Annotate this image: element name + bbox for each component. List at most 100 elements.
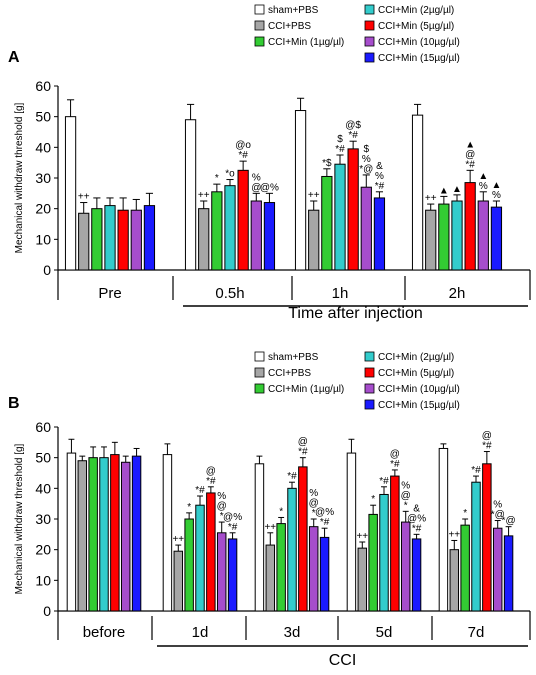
- category-label: 7d: [468, 624, 485, 641]
- bar-annotation: *#: [206, 476, 216, 487]
- bar-annotation: $: [337, 134, 343, 145]
- panel-letter: A: [8, 49, 20, 66]
- bar: [308, 209, 320, 271]
- bar-annotation: %: [362, 154, 371, 165]
- bar: [211, 191, 223, 271]
- bar: [91, 208, 103, 271]
- bar: [373, 197, 386, 271]
- bar-annotation: ▲: [465, 139, 475, 150]
- legend-swatch: [364, 351, 375, 362]
- bar-annotation: %: [217, 491, 226, 502]
- legend-item: CCI+Min (2µg/µl): [364, 4, 454, 16]
- y-tick-label: 60: [35, 78, 51, 94]
- legend-swatch: [364, 52, 375, 63]
- bar: [477, 200, 489, 271]
- bar-annotation: *#: [298, 447, 308, 458]
- y-tick-label: 0: [43, 262, 51, 278]
- category-label: 2h: [449, 285, 466, 302]
- bar-annotation: *#: [412, 523, 422, 534]
- bar: [130, 209, 142, 271]
- category-label: Pre: [98, 285, 121, 302]
- legend-label: CCI+Min (2µg/µl): [378, 352, 454, 363]
- bar: [276, 523, 286, 612]
- bar: [117, 209, 129, 271]
- category-label: 3d: [284, 624, 301, 641]
- legend-item: sham+PBS: [254, 351, 319, 363]
- bar: [346, 452, 357, 612]
- bar: [143, 205, 156, 271]
- bar: [287, 487, 297, 612]
- bar-annotation: ▲: [452, 184, 462, 195]
- legend-item: CCI+Min (15µg/µl): [364, 399, 460, 411]
- bar-annotation: ++: [264, 522, 276, 533]
- legend-label: sham+PBS: [268, 5, 319, 16]
- legend-label: sham+PBS: [268, 352, 319, 363]
- bar-annotation: @: [401, 490, 411, 501]
- bar-annotation: *: [215, 173, 219, 184]
- y-tick-label: 50: [35, 450, 51, 466]
- legend-swatch: [364, 383, 375, 394]
- bar: [503, 535, 514, 612]
- legend-label: CCI+Min (5µg/µl): [378, 368, 454, 379]
- legend-item: CCI+Min (1µg/µl): [254, 383, 344, 395]
- bar: [379, 493, 389, 612]
- bar-annotation: *@: [491, 510, 505, 521]
- bar-annotation: ++: [172, 534, 184, 545]
- bar: [237, 169, 249, 271]
- bar-annotation: *#: [375, 181, 385, 192]
- bar-annotation: %: [493, 500, 502, 511]
- y-tick-label: 30: [35, 511, 51, 527]
- bar: [449, 549, 460, 612]
- bar-annotation: *o: [225, 169, 235, 180]
- bar: [334, 163, 346, 271]
- legend-item: CCI+Min (10µg/µl): [364, 383, 460, 395]
- y-tick-label: 30: [35, 170, 51, 186]
- bar-annotation: ▲: [478, 171, 488, 182]
- bar-annotation: @: [482, 431, 492, 442]
- bar-annotation: *$: [322, 158, 332, 169]
- bar-annotation: ++: [425, 193, 437, 204]
- bar: [227, 538, 238, 612]
- bar-annotation: *#: [482, 441, 492, 452]
- bar: [184, 518, 194, 612]
- category-label: before: [83, 624, 126, 641]
- bar: [319, 536, 330, 612]
- bar: [438, 447, 449, 612]
- bar-annotation: ▲: [439, 185, 449, 196]
- bar: [184, 119, 197, 271]
- bar-annotation: @%: [260, 182, 279, 193]
- legend-swatch: [254, 351, 265, 362]
- bar: [460, 524, 470, 612]
- bar-annotation: *#: [390, 459, 400, 470]
- bar: [66, 452, 77, 612]
- bar: [265, 544, 276, 612]
- bar-annotation: @%: [407, 513, 426, 524]
- legend-item: CCI+Min (10µg/µl): [364, 36, 460, 48]
- bar: [263, 202, 276, 271]
- bar: [425, 209, 437, 271]
- bar-annotation: @: [217, 501, 227, 512]
- group-label: Time after injection: [288, 305, 423, 322]
- legend-item: CCI+Min (5µg/µl): [364, 367, 454, 379]
- bar: [492, 527, 503, 612]
- bar: [250, 200, 262, 271]
- bar-annotation: ++: [448, 529, 460, 540]
- bar: [294, 110, 307, 271]
- bar-annotation: *: [187, 502, 191, 513]
- legend-item: sham+PBS: [254, 4, 319, 16]
- legend-item: CCI+Min (5µg/µl): [364, 20, 454, 32]
- legend-swatch: [254, 20, 265, 31]
- category-label: 1h: [332, 285, 349, 302]
- bar-annotation: $: [364, 144, 370, 155]
- y-tick-label: 20: [35, 542, 51, 558]
- y-tick-label: 20: [35, 201, 51, 217]
- bar-annotation: *#: [348, 130, 358, 141]
- bar: [368, 513, 378, 612]
- bar: [110, 454, 120, 612]
- bar: [162, 454, 173, 612]
- legend-item: CCI+Min (2µg/µl): [364, 351, 454, 363]
- y-tick-label: 60: [35, 419, 51, 435]
- legend-label: CCI+Min (5µg/µl): [378, 21, 454, 32]
- bar: [438, 203, 450, 271]
- panel-letter: B: [8, 395, 20, 412]
